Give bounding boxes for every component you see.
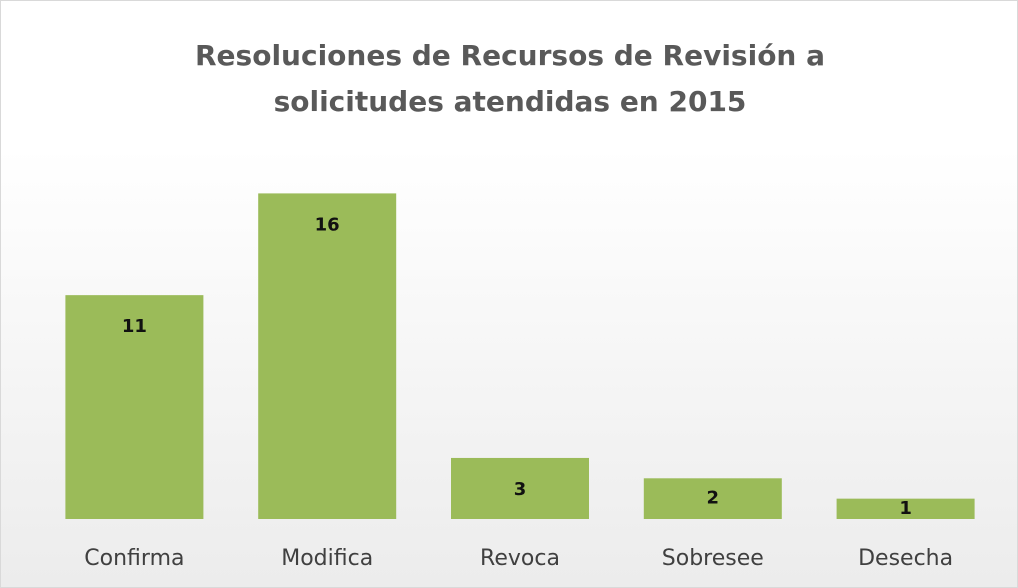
- bar: [258, 193, 397, 519]
- x-tick-label: Modifica: [281, 546, 373, 571]
- x-tick-label: Revoca: [480, 546, 560, 571]
- x-tick-label: Sobresee: [662, 546, 764, 571]
- bar: [643, 478, 782, 519]
- data-label: 3: [514, 479, 527, 500]
- x-tick-label: Confirma: [84, 546, 184, 571]
- bar: [451, 457, 589, 519]
- bar: [65, 295, 204, 519]
- data-label: 2: [707, 488, 720, 509]
- data-label: 1: [899, 498, 912, 519]
- data-label: 16: [315, 214, 340, 235]
- data-label: 11: [122, 316, 147, 337]
- chart-title: Resoluciones de Recursos de Revisión a s…: [195, 39, 825, 118]
- x-tick-label: Desecha: [858, 546, 953, 571]
- bar: [836, 498, 975, 519]
